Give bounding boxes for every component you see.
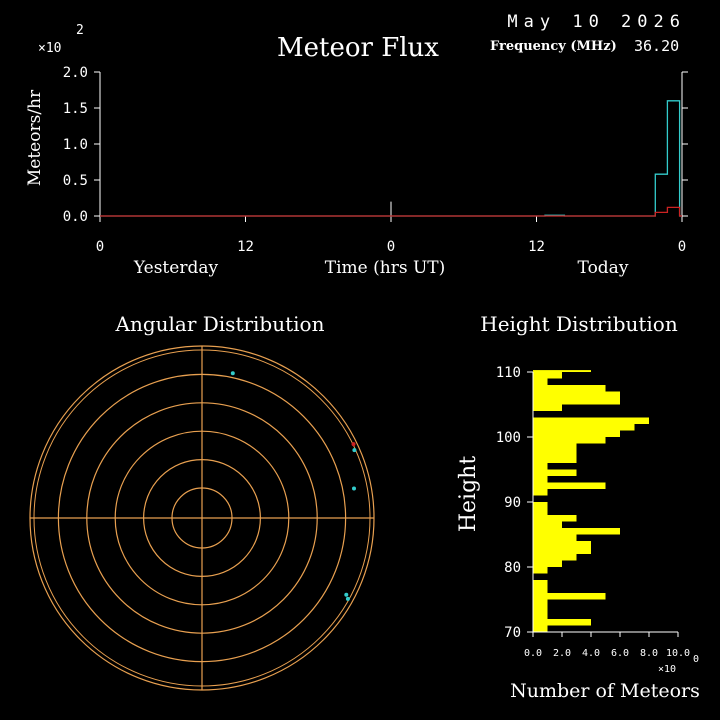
height-y-tick-label: 70 <box>504 625 521 641</box>
height-bar <box>533 534 577 541</box>
flux-series-line-0 <box>100 100 682 217</box>
height-y-tick-label: 110 <box>496 365 521 381</box>
height-bar <box>533 450 577 457</box>
flux-chart: ×10 2 Meteors/hr 0.0 0.5 1.0 1.5 2.0 0 12 0 12 0… <box>25 23 688 278</box>
height-bar <box>533 547 591 554</box>
flux-y-axis-label: Meteors/hr <box>25 89 45 186</box>
height-bar <box>533 424 635 431</box>
flux-x-axis-label: Time (hrs UT) <box>325 258 446 278</box>
height-y-tick-label: 100 <box>496 430 521 446</box>
height-bar <box>533 560 562 567</box>
flux-y-tick-label: 0.0 <box>63 209 88 225</box>
flux-x-label-yesterday: Yesterday <box>133 258 219 278</box>
angular-point <box>344 592 349 597</box>
height-bar <box>533 515 577 522</box>
height-x-tick-label: 0.0 <box>524 648 542 659</box>
height-bar <box>533 469 577 476</box>
height-x-tick-label: 10.0 <box>666 648 690 659</box>
height-bar <box>533 528 620 535</box>
height-bar <box>533 372 562 379</box>
height-bar <box>533 417 649 424</box>
angular-point <box>352 448 357 453</box>
height-x-multiplier: ×10 <box>658 664 676 675</box>
flux-y-tick-label: 2.0 <box>63 65 88 81</box>
height-bar <box>533 385 606 392</box>
flux-x-tick-label: 0 <box>678 239 686 255</box>
flux-x-label-today: Today <box>578 258 629 278</box>
height-bar <box>533 489 548 496</box>
height-bar <box>533 619 591 626</box>
height-x-tick-label: 8.0 <box>640 648 658 659</box>
flux-x-tick-label: 12 <box>237 239 254 255</box>
frequency-value: 36.20 <box>634 37 679 55</box>
flux-y-tick-label: 1.0 <box>63 137 88 153</box>
height-bar <box>533 476 548 483</box>
height-title: Height Distribution <box>480 312 678 336</box>
height-bar <box>533 430 620 437</box>
height-y-tick-label: 90 <box>504 495 521 511</box>
height-x-axis-label: Number of Meteors <box>510 680 700 702</box>
flux-x-tick-label: 0 <box>387 239 395 255</box>
height-bar <box>533 606 548 613</box>
height-bar <box>533 599 548 606</box>
page-title: Meteor Flux <box>277 33 439 63</box>
height-bar <box>533 567 548 574</box>
height-bar <box>533 586 548 593</box>
height-bar <box>533 593 606 600</box>
flux-y-exponent: 2 <box>76 23 84 38</box>
height-bar <box>533 502 548 509</box>
flux-x-tick-label: 0 <box>96 239 104 255</box>
height-bar <box>533 443 577 450</box>
angular-point <box>230 371 235 376</box>
height-bar <box>533 378 548 385</box>
height-x-tick-label: 2.0 <box>553 648 571 659</box>
height-bar <box>533 437 606 444</box>
height-distribution-chart: Height Distribution Height 708090100110 … <box>456 312 700 702</box>
height-bar <box>533 482 606 489</box>
height-bar <box>533 463 548 470</box>
angular-point <box>352 486 356 491</box>
flux-y-tick-label: 0.5 <box>63 173 88 189</box>
height-x-tick-label: 4.0 <box>582 648 600 659</box>
height-bar <box>533 541 591 548</box>
flux-y-tick-label: 1.5 <box>63 101 88 117</box>
flux-x-tick-label: 12 <box>528 239 545 255</box>
height-x-exponent: 0 <box>693 654 699 665</box>
height-bar <box>533 554 577 561</box>
height-bar <box>533 508 548 515</box>
height-bar <box>533 370 591 372</box>
angular-distribution-chart: Angular Distribution <box>29 312 375 691</box>
height-bar <box>533 398 620 405</box>
frequency-label: Frequency (MHz) <box>490 39 617 54</box>
height-bar <box>533 580 548 587</box>
height-bar <box>533 456 577 463</box>
height-bar <box>533 521 562 528</box>
height-x-tick-label: 6.0 <box>611 648 629 659</box>
height-bar <box>533 404 562 411</box>
height-y-tick-label: 80 <box>504 560 521 576</box>
height-bar <box>533 391 620 398</box>
angular-point <box>351 442 356 447</box>
flux-series-line-1 <box>100 206 682 217</box>
height-y-axis-label: Height <box>456 456 481 532</box>
angular-point <box>345 596 350 601</box>
flux-y-multiplier: ×10 <box>38 41 61 56</box>
date-label: May 10 2026 <box>507 12 686 32</box>
angular-title: Angular Distribution <box>115 312 325 336</box>
height-bar <box>533 625 548 632</box>
height-bar <box>533 612 548 619</box>
